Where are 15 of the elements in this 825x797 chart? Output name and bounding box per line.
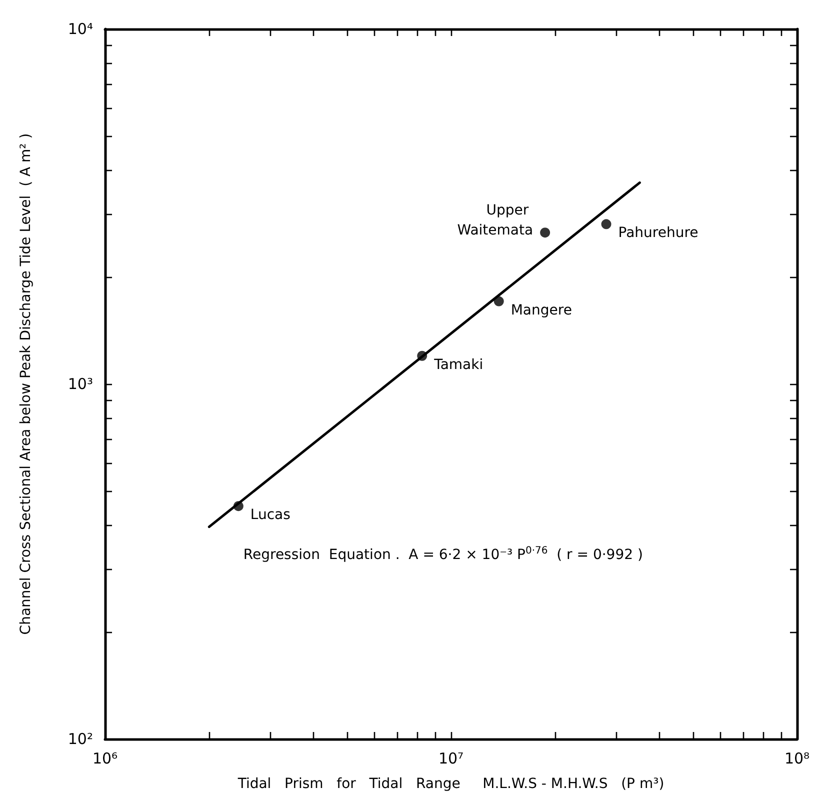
y-tick-label: 10² <box>68 730 93 748</box>
point <box>601 219 612 230</box>
point <box>540 228 550 238</box>
x-tick-label: 10⁸ <box>784 750 810 768</box>
x-axis-title: Tidal Prism for Tidal Range M.L.W.S - M.H.W.S (P m³) <box>236 776 664 792</box>
annotation: Upper Waitemata <box>457 202 534 239</box>
annotation: Lucas <box>250 507 290 524</box>
x-tick-label: 10⁷ <box>438 750 464 768</box>
y-tick-label: 10³ <box>68 375 93 393</box>
annotation: Pahurehure <box>618 225 698 242</box>
x-tick-label: 10⁶ <box>92 750 118 768</box>
annotation: Tamaki <box>433 356 484 373</box>
annotation: Mangere <box>510 302 572 318</box>
y-axis-title: Channel Cross Sectional Area below Peak Discharge Tide Level ( A m² ) <box>18 133 34 635</box>
y-tick-label: 10⁴ <box>68 20 93 38</box>
